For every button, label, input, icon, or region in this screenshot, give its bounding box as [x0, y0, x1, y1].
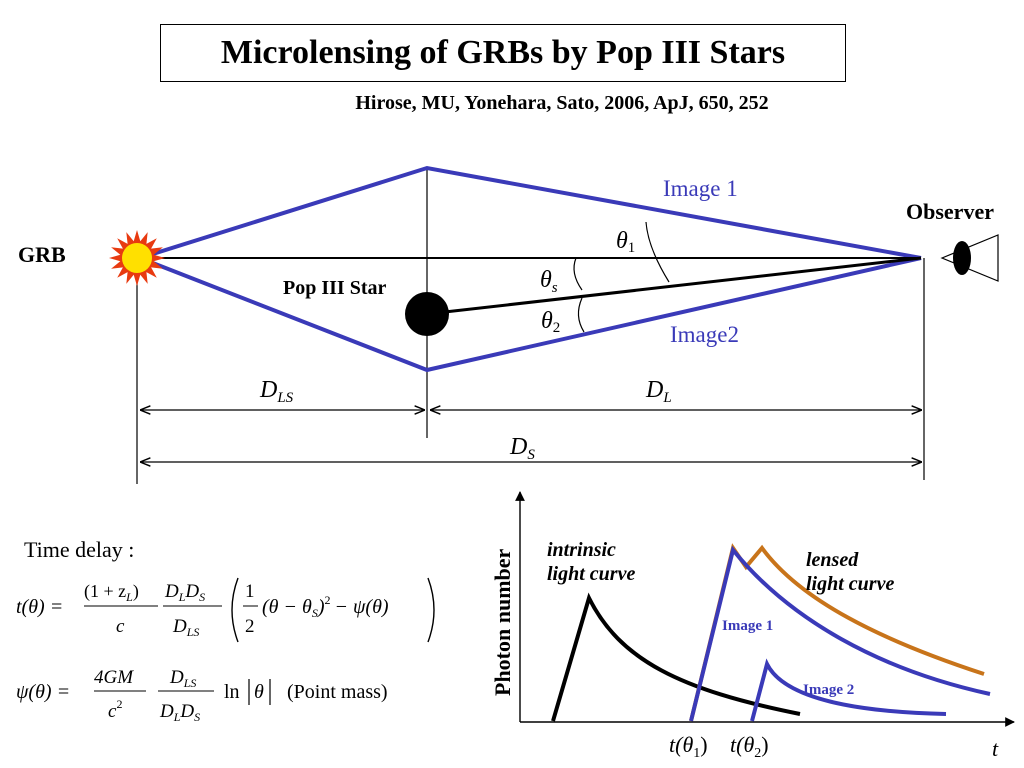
image1-label: Image 1 [663, 176, 738, 201]
eq1-half-num: 1 [245, 581, 255, 602]
star-direction-line [426, 256, 922, 316]
observer-label: Observer [906, 199, 994, 224]
thetas-label: θs [540, 267, 558, 296]
equations: Time delay : t(θ) = (1 + zL) c DLDS DLS … [16, 537, 435, 724]
grb-burst-icon [109, 230, 165, 286]
theta2-label: θ2 [541, 308, 560, 336]
theta1-arc [645, 221, 670, 283]
image2-ray [139, 256, 922, 373]
eq1-frac1-num: (1 + zL) [84, 581, 139, 604]
lensed-label: lensed light curve [806, 549, 894, 595]
lensed-curve [689, 543, 985, 722]
dls-label: DLS [259, 377, 294, 406]
eq2-frac2-num: DLS [169, 667, 196, 690]
eq2-ln: ln [224, 681, 240, 703]
eq1-frac2-num: DLDS [164, 581, 205, 604]
time-delay-label: Time delay : [24, 537, 134, 562]
theta1-label: θ1 [616, 228, 635, 256]
light-curve-plot: Photon number t intrinsic light curve len… [490, 491, 1015, 761]
theta2-arc [577, 297, 585, 333]
dl-label: DL [645, 377, 672, 406]
y-axis-label: Photon number [490, 548, 515, 696]
title-text: Microlensing of GRBs by Pop III Stars [220, 34, 786, 71]
image1-curve [689, 545, 991, 722]
eq2-frac1-num: 4GM [94, 667, 134, 688]
eq1-lhs: t(θ) = [16, 596, 63, 618]
x-axis-label: t [992, 736, 999, 761]
eq2-frac1-den: c2 [108, 697, 122, 722]
eq1-frac2-den: DLS [172, 616, 199, 639]
pop3-star [405, 292, 449, 336]
intrinsic-label: intrinsic light curve [547, 539, 635, 585]
eq2-note: (Point mass) [287, 681, 388, 703]
thetas-arc [573, 257, 583, 291]
eq2-frac2-den: DLDS [159, 701, 200, 724]
lc-image2-label: Image 2 [803, 682, 854, 698]
citation: Hirose, MU, Yonehara, Sato, 2006, ApJ, 6… [355, 92, 769, 114]
eq1-body: (θ − θS)2− ψ(θ) [262, 593, 389, 620]
eq2-lhs: ψ(θ) = [16, 681, 70, 703]
image2-label: Image2 [670, 322, 739, 347]
ds-label: DS [509, 434, 535, 463]
eq1-frac1-den: c [116, 616, 125, 637]
intrinsic-curve [551, 592, 801, 722]
tick-theta1: t(θ1) [669, 732, 708, 761]
slide-title: Microlensing of GRBs by Pop III Stars [160, 24, 846, 82]
lc-image1-label: Image 1 [722, 618, 773, 634]
eq1-half-den: 2 [245, 616, 255, 637]
grb-label: GRB [18, 242, 66, 267]
eye-icon [940, 234, 999, 282]
eq2-abs: θ [254, 681, 264, 703]
tick-theta2: t(θ2) [730, 732, 769, 761]
image2-curve [750, 658, 947, 722]
star-label: Pop III Star [283, 277, 386, 299]
image1-ray [139, 165, 922, 260]
